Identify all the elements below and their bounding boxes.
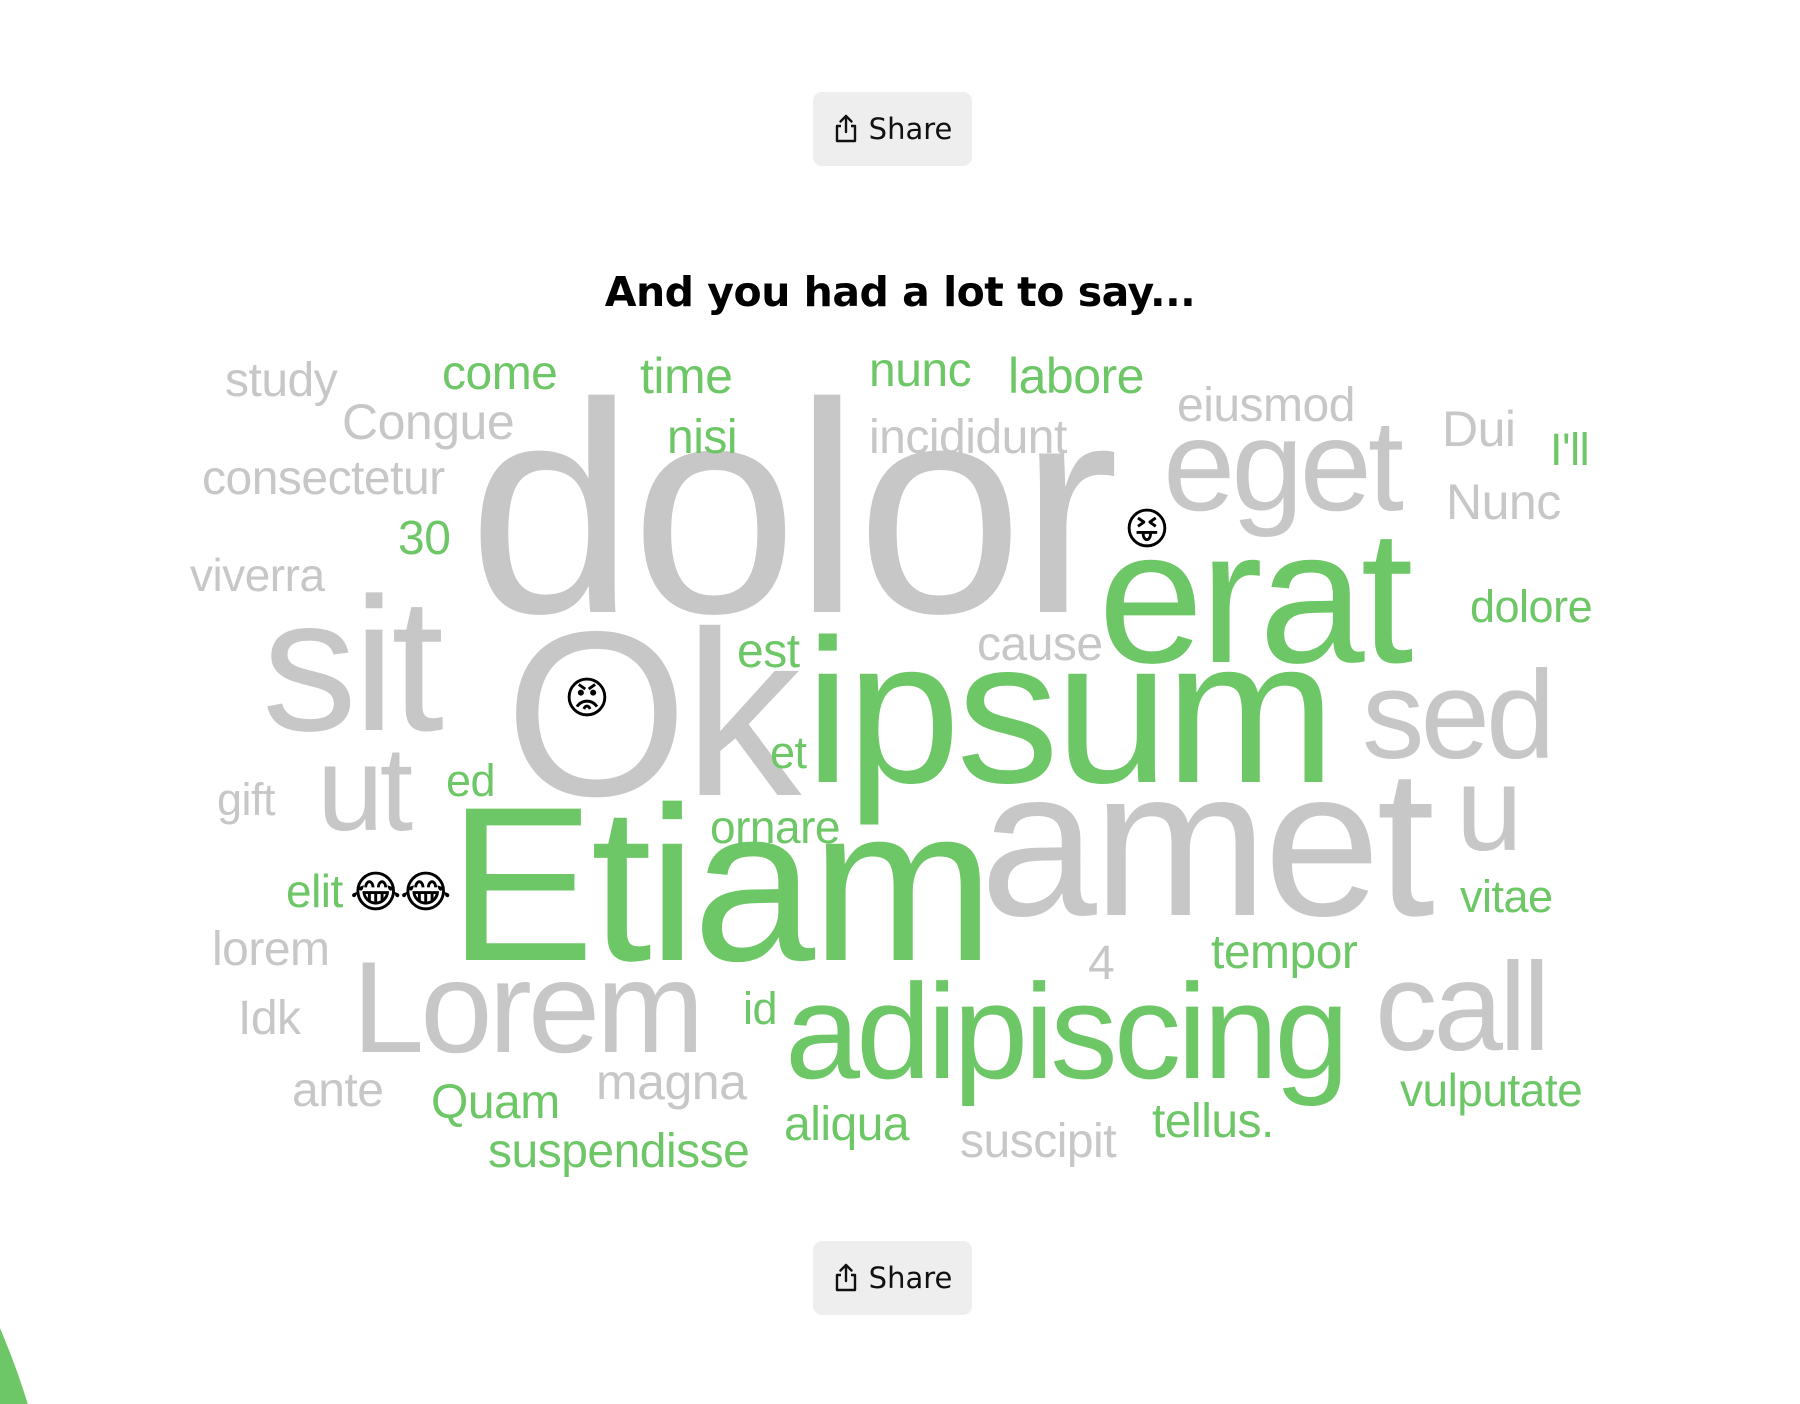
angry-face-emoji-icon: 😡 [564, 673, 610, 724]
word-cloud-word: time [640, 348, 732, 404]
word-cloud-word: tempor [1211, 926, 1358, 979]
share-button-top[interactable]: Share [813, 92, 972, 166]
word-cloud-word: gift [217, 774, 276, 825]
word-cloud-word: ornare [710, 801, 840, 853]
word-cloud-word: suscipit [960, 1115, 1116, 1168]
word-cloud-word: incididunt [869, 411, 1067, 464]
word-cloud-word: Etiam [448, 761, 990, 1007]
word-cloud-word: ante [292, 1064, 383, 1117]
word-cloud-word: 4 [1088, 937, 1114, 990]
word-cloud-word: ipsum [805, 597, 1332, 826]
word-cloud-word: dolor [468, 340, 1118, 676]
word-cloud-word: ed [446, 755, 495, 806]
tears-of-joy-emoji-icon: 😂 [350, 867, 401, 918]
word-cloud-word: lorem [212, 923, 330, 976]
word-cloud-word: Congue [342, 394, 514, 450]
share-icon [835, 1263, 856, 1292]
word-cloud-word: Nunc [1446, 474, 1561, 530]
share-button-bottom[interactable]: Share [813, 1241, 972, 1315]
word-cloud-word: amet [980, 725, 1434, 960]
word-cloud-word: elit [286, 865, 344, 917]
tears-of-joy-emoji-icon: 😂 [400, 867, 451, 918]
section-heading: And you had a lot to say... [604, 268, 1196, 316]
word-cloud-word: viverra [190, 549, 325, 601]
word-cloud-word: Ok [505, 582, 802, 845]
word-cloud-word: call [1375, 938, 1547, 1077]
word-cloud-word: come [442, 347, 557, 400]
word-cloud-word: labore [1008, 348, 1144, 404]
word-cloud-word: magna [596, 1054, 747, 1110]
word-cloud-word: 30 [398, 512, 450, 565]
word-cloud-word: Dui [1442, 401, 1516, 457]
word-cloud-word: Quam [431, 1076, 560, 1129]
word-cloud-word: ut [317, 722, 413, 856]
share-button-label: Share [868, 1261, 953, 1295]
squinting-tongue-emoji-icon: 😝 [1124, 504, 1170, 555]
word-cloud-word: dolore [1470, 581, 1592, 632]
word-cloud-word: adipiscing [785, 956, 1345, 1107]
word-cloud-word: vitae [1460, 871, 1553, 922]
word-cloud-word: Lorem [352, 934, 700, 1080]
share-icon [835, 114, 856, 143]
word-cloud-word: nunc [869, 344, 971, 397]
word-cloud-word: aliqua [784, 1098, 910, 1151]
word-cloud-word: est [737, 625, 800, 678]
word-cloud-word: eget [1163, 392, 1404, 538]
word-cloud-word: id [743, 983, 777, 1034]
word-cloud-word: sit [262, 559, 443, 771]
word-cloud-word: erat [1098, 491, 1413, 703]
word-cloud-word: eiusmod [1177, 379, 1355, 432]
word-cloud-word: consectetur [202, 452, 445, 505]
word-cloud-word: cause [977, 618, 1103, 671]
word-cloud-word: u [1456, 742, 1519, 876]
word-cloud-word: suspendisse [488, 1125, 749, 1178]
word-cloud-word: nisi [667, 411, 737, 464]
word-cloud-word: I'll [1550, 424, 1589, 475]
word-cloud-word: study [225, 354, 338, 407]
word-cloud-word: et [770, 727, 808, 778]
word-cloud-word: Idk [238, 992, 302, 1045]
word-cloud-word: sed [1362, 646, 1552, 785]
word-cloud-word: tellus. [1152, 1095, 1274, 1148]
share-button-label: Share [868, 112, 953, 146]
word-cloud-word: vulputate [1400, 1064, 1582, 1116]
